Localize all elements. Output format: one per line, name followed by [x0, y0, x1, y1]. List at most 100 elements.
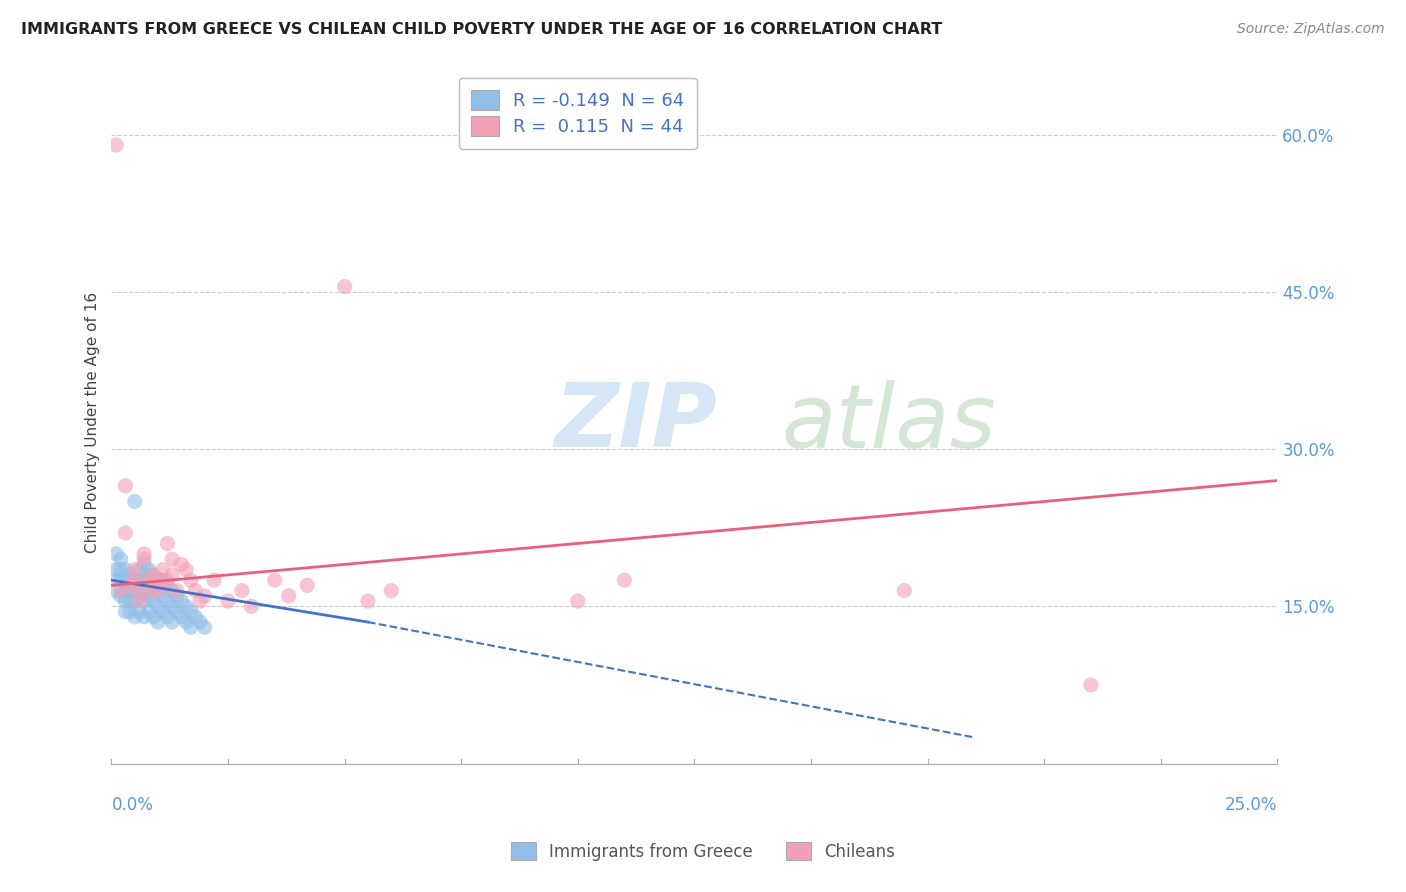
Point — [333, 279, 356, 293]
Point — [114, 563, 136, 577]
Point — [132, 547, 155, 561]
Text: 25.0%: 25.0% — [1225, 797, 1278, 814]
Point — [231, 583, 253, 598]
Point — [114, 583, 136, 598]
Point — [120, 578, 142, 592]
Point — [114, 479, 136, 493]
Point — [146, 615, 169, 629]
Point — [114, 573, 136, 587]
Point — [138, 573, 160, 587]
Point — [138, 589, 160, 603]
Point — [128, 594, 150, 608]
Point — [124, 573, 146, 587]
Point — [132, 573, 155, 587]
Point — [146, 599, 169, 614]
Point — [174, 615, 197, 629]
Point — [180, 620, 202, 634]
Point — [567, 594, 589, 608]
Point — [114, 525, 136, 540]
Point — [170, 610, 193, 624]
Point — [170, 594, 193, 608]
Point — [138, 583, 160, 598]
Point — [156, 578, 179, 592]
Text: Source: ZipAtlas.com: Source: ZipAtlas.com — [1237, 22, 1385, 37]
Point — [160, 599, 183, 614]
Point — [156, 594, 179, 608]
Point — [128, 589, 150, 603]
Point — [188, 594, 211, 608]
Point — [160, 583, 183, 598]
Point — [142, 567, 165, 582]
Point — [120, 583, 142, 598]
Point — [380, 583, 402, 598]
Point — [110, 573, 132, 587]
Point — [180, 573, 202, 587]
Point — [184, 610, 207, 624]
Point — [188, 615, 211, 629]
Point — [152, 573, 174, 587]
Point — [110, 589, 132, 603]
Point — [152, 578, 174, 592]
Text: IMMIGRANTS FROM GREECE VS CHILEAN CHILD POVERTY UNDER THE AGE OF 16 CORRELATION : IMMIGRANTS FROM GREECE VS CHILEAN CHILD … — [21, 22, 942, 37]
Point — [120, 605, 142, 619]
Legend: Immigrants from Greece, Chileans: Immigrants from Greece, Chileans — [503, 836, 903, 868]
Point — [180, 605, 202, 619]
Point — [138, 605, 160, 619]
Point — [105, 547, 128, 561]
Point — [170, 558, 193, 572]
Point — [110, 552, 132, 566]
Point — [184, 583, 207, 598]
Point — [124, 573, 146, 587]
Point — [160, 552, 183, 566]
Point — [166, 605, 188, 619]
Point — [1080, 678, 1102, 692]
Point — [132, 594, 155, 608]
Point — [142, 610, 165, 624]
Point — [240, 599, 263, 614]
Point — [277, 589, 299, 603]
Point — [194, 620, 217, 634]
Legend: R = -0.149  N = 64, R =  0.115  N = 44: R = -0.149 N = 64, R = 0.115 N = 44 — [458, 78, 697, 149]
Point — [124, 563, 146, 577]
Point — [138, 573, 160, 587]
Point — [120, 567, 142, 582]
Point — [105, 583, 128, 598]
Text: 0.0%: 0.0% — [111, 797, 153, 814]
Point — [128, 605, 150, 619]
Point — [152, 605, 174, 619]
Point — [124, 610, 146, 624]
Point — [202, 573, 225, 587]
Point — [156, 610, 179, 624]
Point — [217, 594, 239, 608]
Point — [297, 578, 319, 592]
Point — [160, 567, 183, 582]
Point — [124, 583, 146, 598]
Point — [132, 610, 155, 624]
Point — [166, 589, 188, 603]
Point — [124, 594, 146, 608]
Point — [174, 563, 197, 577]
Text: atlas: atlas — [782, 380, 997, 466]
Point — [146, 573, 169, 587]
Point — [263, 573, 285, 587]
Point — [142, 567, 165, 582]
Point — [120, 578, 142, 592]
Text: ZIP: ZIP — [554, 379, 717, 467]
Point — [194, 589, 217, 603]
Point — [120, 594, 142, 608]
Point — [357, 594, 380, 608]
Y-axis label: Child Poverty Under the Age of 16: Child Poverty Under the Age of 16 — [86, 293, 100, 553]
Point — [132, 583, 155, 598]
Point — [613, 573, 636, 587]
Point — [105, 563, 128, 577]
Point — [166, 583, 188, 598]
Point — [132, 552, 155, 566]
Point — [146, 583, 169, 598]
Point — [128, 563, 150, 577]
Point — [132, 558, 155, 572]
Point — [105, 573, 128, 587]
Point — [110, 583, 132, 598]
Point — [156, 573, 179, 587]
Point — [146, 573, 169, 587]
Point — [105, 138, 128, 153]
